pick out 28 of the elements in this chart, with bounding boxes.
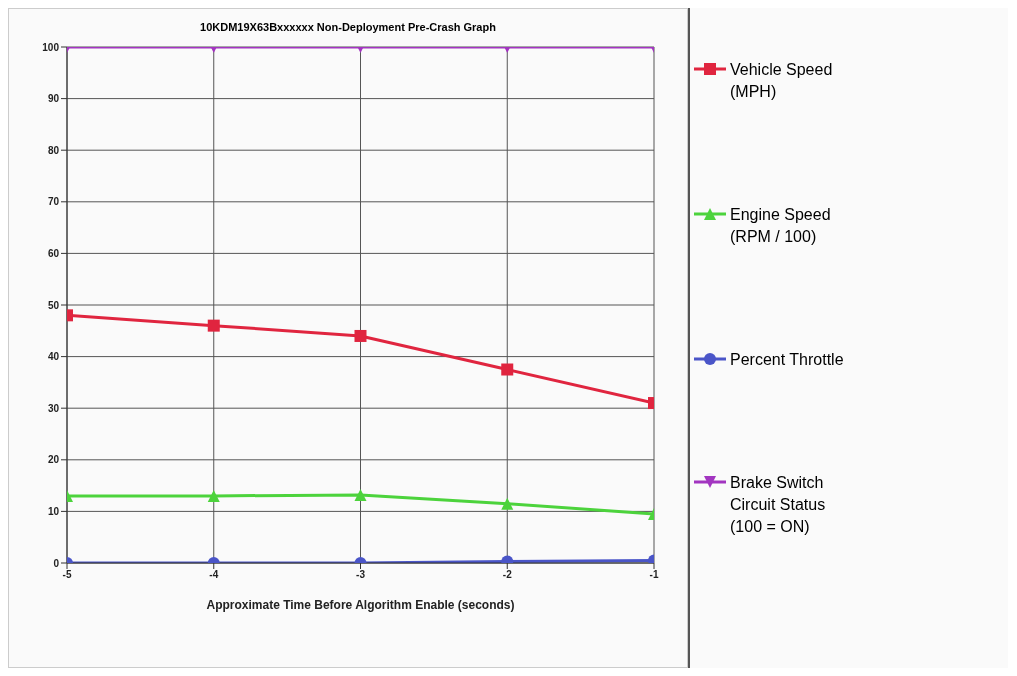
y-tick-label: 50 (47, 299, 60, 311)
point (207, 319, 220, 332)
y-tick-label: 10 (47, 505, 60, 517)
y-tick-label: 20 (47, 454, 60, 466)
chart-title: 10KDM19X63Bxxxxxx Non-Deployment Pre-Crash Graph (199, 21, 497, 33)
point (354, 488, 367, 501)
legend-label: Percent Throttle (730, 349, 845, 370)
x-tick-label: -4 (209, 569, 219, 581)
y-tick-label: 40 (47, 351, 60, 363)
y-tick-label: 100 (42, 41, 60, 53)
legend-label: Vehicle Speed (MPH) (730, 59, 834, 102)
y-tick-label: 80 (47, 144, 60, 156)
x-tick-label: -1 (649, 569, 659, 581)
x-tick-label: -5 (62, 569, 72, 581)
x-tick-label: -3 (356, 569, 366, 581)
point (354, 329, 367, 342)
legend-label: Brake Switch Circuit Status (100 = ON) (730, 472, 827, 537)
y-tick-label: 0 (53, 557, 60, 569)
y-tick-label: 60 (47, 247, 60, 259)
y-tick-label: 90 (47, 93, 60, 105)
y-tick-label: 30 (47, 402, 60, 414)
point (207, 489, 220, 502)
x-tick-label: -2 (502, 569, 513, 581)
x-axis-title: Approximate Time Before Algorithm Enable (seconds) (206, 598, 515, 612)
point (501, 497, 514, 510)
point (501, 363, 514, 376)
legend-label: Engine Speed (RPM / 100) (730, 204, 832, 247)
y-tick-label: 70 (47, 196, 60, 208)
